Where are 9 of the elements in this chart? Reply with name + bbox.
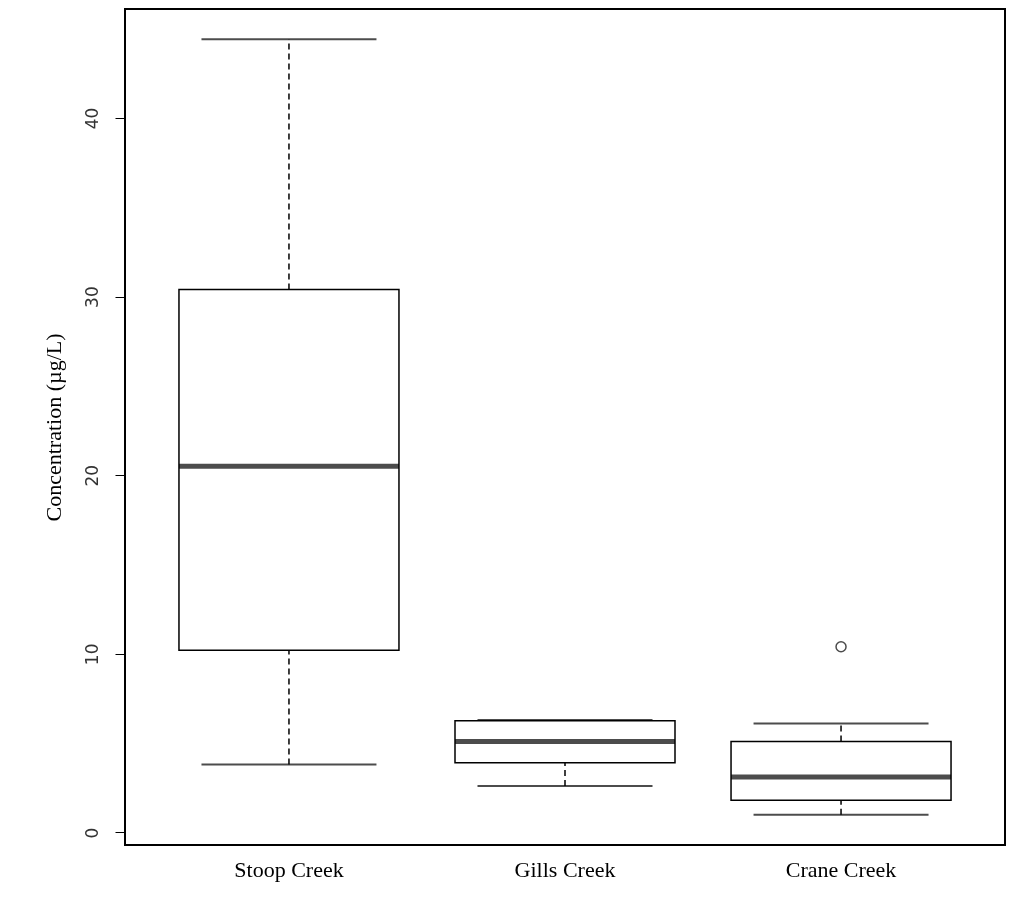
x-tick-label: Stoop Creek bbox=[234, 856, 344, 882]
y-tick-label: 30 bbox=[81, 286, 102, 308]
x-tick-label: Gills Creek bbox=[514, 856, 616, 882]
y-axis-title: Concentration (µg/L) bbox=[40, 333, 66, 522]
y-tick-label: 20 bbox=[81, 464, 102, 487]
y-tick-label: 40 bbox=[81, 107, 102, 130]
y-tick-label: 10 bbox=[81, 643, 102, 666]
y-tick-label: 0 bbox=[81, 827, 102, 839]
x-tick-label: Crane Creek bbox=[785, 856, 897, 882]
